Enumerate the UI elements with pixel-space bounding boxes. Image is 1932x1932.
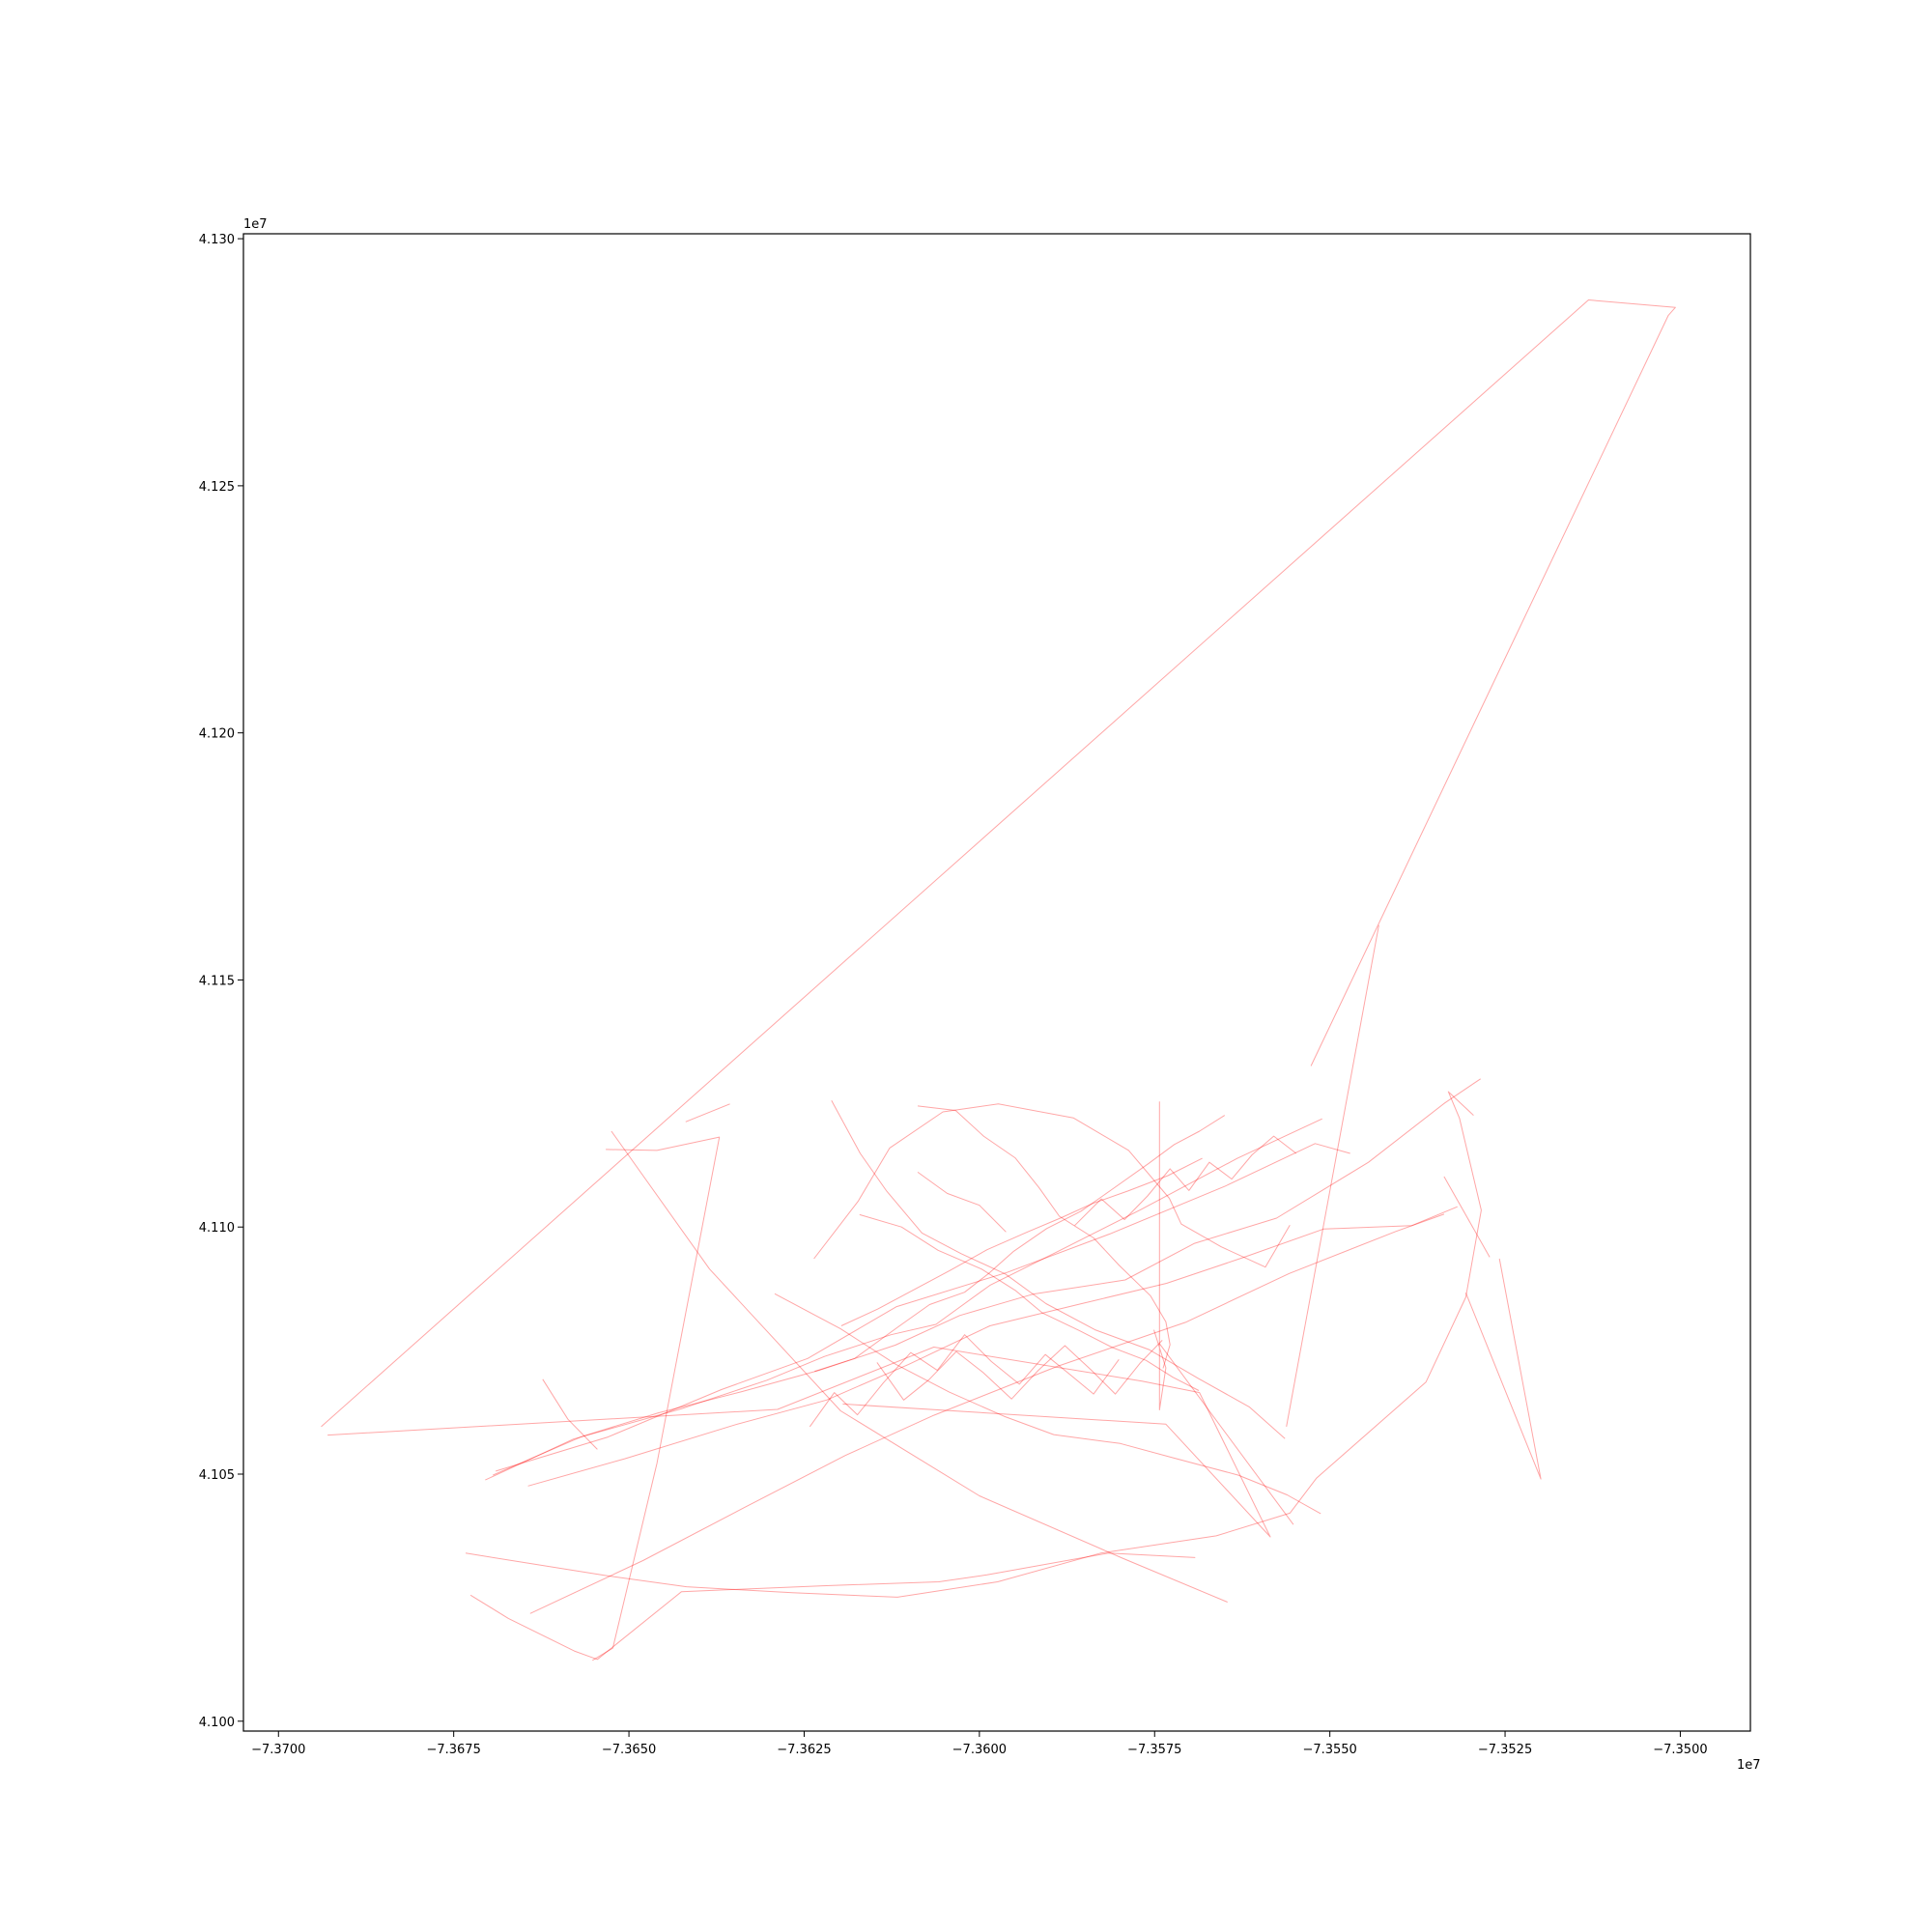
y-tick-label: 4.125 (199, 480, 235, 495)
y-tick-label: 4.115 (199, 974, 235, 988)
x-tick-label: −7.3600 (952, 1743, 1007, 1757)
x-tick-label: −7.3550 (1302, 1743, 1356, 1757)
trajectory-line (327, 1347, 1271, 1538)
trajectory-line (592, 1136, 721, 1662)
y-tick-label: 4.120 (199, 727, 235, 742)
series-layer (321, 299, 1676, 1662)
trajectory-line (774, 1293, 1321, 1515)
trajectory-line (1153, 1101, 1167, 1410)
trajectory-line (1158, 1343, 1294, 1525)
trajectory-line (496, 1143, 1350, 1472)
y-tick-label: 4.110 (199, 1221, 235, 1236)
x-tick-label: −7.3625 (777, 1743, 831, 1757)
x-tick-label: −7.3675 (426, 1743, 480, 1757)
trajectory-line (321, 299, 1676, 1428)
trajectory-line (876, 1340, 1163, 1401)
trajectory-line (469, 1552, 1196, 1661)
trajectory-line (685, 1103, 730, 1122)
trajectory-line (529, 1213, 1445, 1614)
trajectory-line (1286, 924, 1379, 1427)
trajectory-line (859, 1213, 1200, 1391)
trajectory-line (493, 1078, 1481, 1476)
trajectory-line (809, 1334, 1120, 1428)
trajectory-line (814, 1115, 1226, 1373)
trajectory-line (465, 1091, 1482, 1598)
y-tick-label: 4.130 (199, 233, 235, 247)
y-tick-label: 4.105 (199, 1468, 235, 1483)
trajectory-line (917, 1105, 1171, 1369)
x-tick-label: −7.3525 (1478, 1743, 1532, 1757)
y-axis-offset-text: 1e7 (243, 217, 268, 232)
x-tick-label: −7.3700 (251, 1743, 305, 1757)
trajectory-line (1464, 1258, 1542, 1480)
trajectory-line (542, 1378, 598, 1450)
trajectory-line (1074, 1135, 1297, 1227)
trajectory-line (611, 1130, 1228, 1603)
plot-area (242, 233, 1751, 1732)
x-axis-offset-text: 1e7 (1737, 1758, 1761, 1773)
x-tick-label: −7.3575 (1127, 1743, 1181, 1757)
trajectory-line (917, 1171, 1007, 1233)
x-tick-label: −7.3650 (602, 1743, 656, 1757)
trajectory-line (1443, 1176, 1491, 1258)
trajectory-line (840, 1157, 1203, 1326)
trajectory-line (485, 1118, 1322, 1481)
x-axis: −7.3700 −7.3675 −7.3650 −7.3625 −7.3600 −7.35… (251, 1731, 1708, 1757)
plot-frame (242, 233, 1751, 1732)
trajectory-line (831, 1100, 1286, 1439)
x-tick-label: −7.3500 (1653, 1743, 1707, 1757)
y-axis: 4.100 4.105 4.110 4.115 4.120 4.125 4.130 (199, 233, 243, 1730)
trajectory-line (527, 1206, 1458, 1487)
y-tick-label: 4.100 (199, 1716, 235, 1730)
trajectory-line (813, 1103, 1291, 1268)
